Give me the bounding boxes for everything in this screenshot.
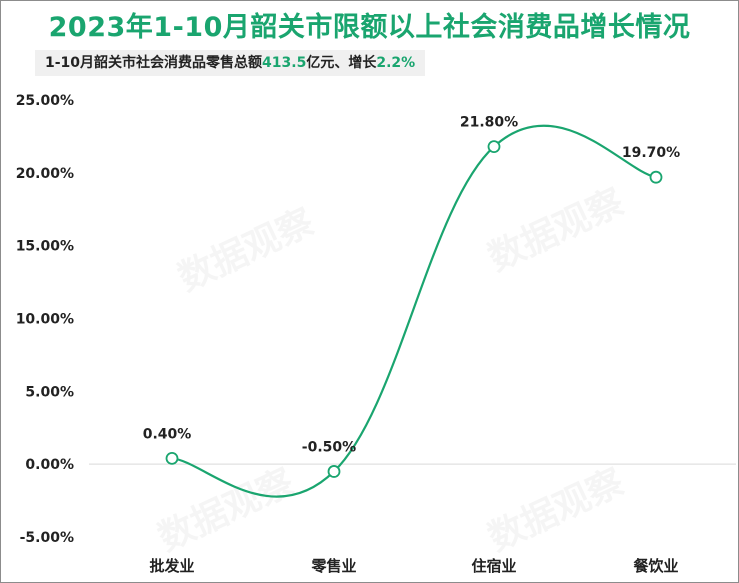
x-tick-label: 批发业 xyxy=(149,557,194,575)
watermark-text: 数据观察 xyxy=(172,202,320,300)
y-tick-label: 10.00% xyxy=(16,312,74,328)
watermark-text: 数据观察 xyxy=(482,462,630,560)
data-point xyxy=(649,170,663,184)
data-label-layer: 0.40% -0.50% 21.80% 19.70% xyxy=(143,115,680,456)
y-tick-label: 0.00% xyxy=(25,457,74,473)
data-label: 21.80% xyxy=(460,115,518,131)
data-label: 19.70% xyxy=(622,145,680,161)
data-label: -0.50% xyxy=(302,439,356,455)
series-layer xyxy=(165,124,663,498)
data-point xyxy=(165,451,179,465)
watermark-text: 数据观察 xyxy=(152,462,300,560)
x-tick-label: 餐饮业 xyxy=(633,557,678,575)
summary-unit: 亿元、增长 xyxy=(306,55,377,71)
x-tick-label: 零售业 xyxy=(310,557,356,575)
data-point xyxy=(327,465,341,478)
watermark-text: 数据观察 xyxy=(482,182,630,280)
chart-title: 2023年1-10月韶关市限额以上社会消费品增长情况 xyxy=(48,12,691,43)
y-tick-label: 15.00% xyxy=(16,239,74,255)
series-line xyxy=(171,124,657,498)
summary-amount: 413.5 xyxy=(262,55,307,71)
summary-prefix: 1-10月韶关市社会消费品零售总额 xyxy=(45,55,263,71)
y-tick-label: -5.00% xyxy=(20,530,74,546)
axis-layer: 25.00% 20.00% 15.00% 10.00% 5.00% 0.00% -5.00%… xyxy=(16,93,736,575)
y-tick-label: 20.00% xyxy=(16,166,74,182)
x-tick-label: 住宿业 xyxy=(471,557,516,575)
y-tick-label: 5.00% xyxy=(25,384,74,400)
summary-growth: 2.2% xyxy=(376,55,416,71)
y-tick-label: 25.00% xyxy=(16,93,74,109)
data-point xyxy=(487,140,501,154)
summary-banner: 1-10月韶关市社会消费品零售总额413.5亿元、增长2.2% xyxy=(35,50,426,76)
data-label: 0.40% xyxy=(143,426,192,442)
